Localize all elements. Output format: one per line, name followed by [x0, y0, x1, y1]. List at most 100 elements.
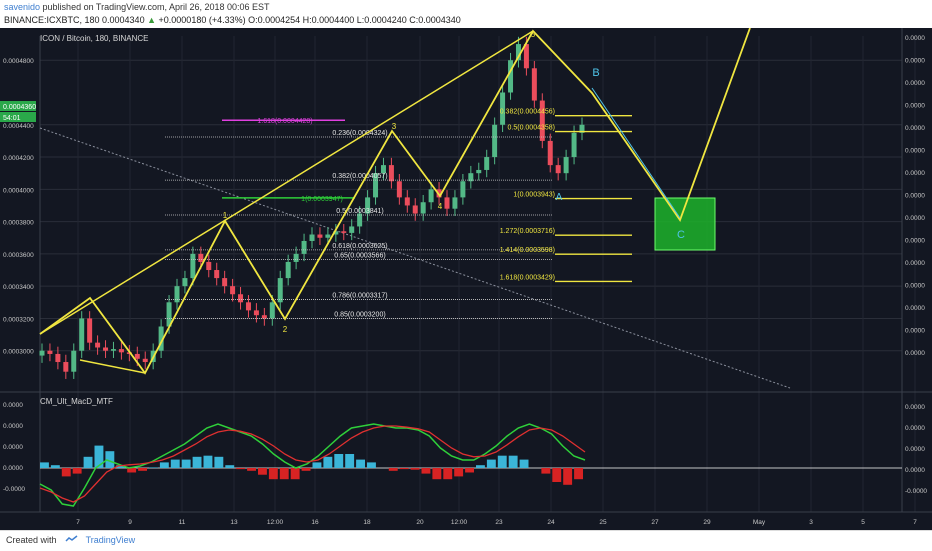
- wave-label: C: [677, 229, 685, 241]
- price-axis: 0.0004800 0.0004400 0.0004200 0.0004000 0.00…: [3, 36, 41, 512]
- candle-body: [579, 124, 585, 133]
- price-tick-label: 0.0004800: [3, 58, 34, 65]
- elliott-wave-pattern: [39, 28, 751, 375]
- macd-tick-label: 0.0000: [3, 444, 23, 451]
- fib-label: 0.786(0.0003317): [332, 293, 387, 300]
- price-tick-label: 0.0004200: [3, 155, 34, 162]
- candle-body: [531, 68, 537, 101]
- macd-histogram-bar: [519, 459, 529, 468]
- footer: Created with TradingView: [0, 530, 932, 551]
- publisher-username[interactable]: savenido: [4, 2, 41, 12]
- candle-body: [79, 318, 85, 351]
- candle-body: [404, 197, 410, 206]
- macd-histogram-bar: [290, 468, 300, 480]
- macd-histogram-bar: [410, 468, 420, 470]
- candle-body: [380, 165, 386, 174]
- candle-body: [158, 326, 164, 351]
- macd-histogram-bar: [388, 468, 398, 471]
- time-tick-label: 9: [128, 519, 132, 526]
- macd-histogram-bar: [301, 468, 311, 471]
- candle-body: [95, 342, 101, 348]
- candle-body: [63, 362, 69, 372]
- candle-body: [142, 358, 148, 363]
- time-tick-label: 7: [913, 519, 917, 526]
- candle-body: [515, 44, 521, 61]
- tradingview-link[interactable]: TradingView: [85, 535, 136, 545]
- macd-histogram-bar: [94, 445, 104, 468]
- macd-line: [39, 423, 586, 507]
- candle-body: [285, 261, 291, 279]
- time-tick-label: 13: [230, 519, 238, 526]
- right-tick-label: 0.0000: [905, 260, 925, 267]
- candle-body: [468, 173, 474, 182]
- macd-histogram-bar: [247, 468, 256, 471]
- candle-body: [293, 253, 299, 262]
- macd-histogram-bar: [236, 468, 246, 470]
- price-change: +0.0000180 (+4.33%): [158, 15, 246, 25]
- macd-histogram-bar: [356, 459, 365, 468]
- fib-levels: 0.236(0.0004324) 0.382(0.0004057) 0.5(0.00…: [165, 109, 632, 319]
- time-axis: 7 9 11 13 12:00 16 18 20 12:00 23 24 25 27 29 May 3 5 7: [76, 519, 917, 526]
- extension-label: 1.618(0.0003429): [500, 274, 555, 281]
- candle-body: [198, 253, 204, 262]
- right-tick-label: 0.0000: [905, 193, 925, 200]
- wedge-upper-trendline: [39, 30, 534, 335]
- macd-histogram-bar: [61, 468, 71, 477]
- macd-histogram-bar: [72, 468, 82, 474]
- candle-body: [245, 302, 251, 311]
- macd-right-tick-label: 0.0000: [905, 425, 925, 432]
- macd-histogram-bar: [149, 467, 158, 468]
- right-tick-label: 0.0000: [905, 80, 925, 87]
- wave-labels: 1 2 3 4 5 A B C: [223, 30, 685, 334]
- candle-body: [523, 44, 529, 69]
- candle-body: [174, 286, 180, 303]
- macd-histogram-bar: [563, 468, 573, 485]
- macd-histogram-bar: [432, 468, 442, 480]
- candle-body: [571, 132, 577, 158]
- wave-label: A: [556, 192, 563, 203]
- macd-axis: 0.0000 0.0000 0.0000 0.0000 -0.0000: [3, 402, 25, 493]
- candle-body: [166, 302, 172, 327]
- time-tick-label: 5: [861, 519, 865, 526]
- candle-body: [396, 181, 402, 198]
- candle-body: [547, 140, 553, 166]
- magenta-fib-label: 1.618(0.0004428): [257, 118, 312, 125]
- candle-body: [325, 234, 331, 238]
- macd-right-tick-label: 0.0000: [905, 446, 925, 453]
- chart-canvas[interactable]: 0.0004800 0.0004400 0.0004200 0.0004000 0.00…: [0, 28, 932, 530]
- extension-label: 0.382(0.0004456): [500, 109, 555, 116]
- macd-histogram-bar: [50, 465, 60, 468]
- symbol-ohlc-line: BINANCE:ICXBTC, 180 0.0004340 ▲ +0.00001…: [4, 15, 461, 25]
- candle-body: [484, 157, 490, 170]
- up-triangle-icon: ▲: [147, 15, 157, 25]
- macd-histogram-bar: [454, 468, 464, 477]
- price-flag: [0, 101, 36, 111]
- created-with-label: Created with: [6, 535, 57, 545]
- right-tick-label: 0.0000: [905, 170, 925, 177]
- wedge-lower-line: [79, 359, 146, 374]
- wave-label: 2: [283, 325, 288, 334]
- macd-secondary-axis: 0.0000 0.0000 0.0000 0.0000 -0.0000: [905, 404, 927, 495]
- wave-label: 1: [223, 211, 228, 220]
- price-tick-label: 0.0004400: [3, 123, 34, 130]
- candle-body: [230, 286, 236, 295]
- time-tick-label: 24: [547, 519, 555, 526]
- fib-label: 0.382(0.0004057): [332, 173, 387, 180]
- macd-histogram-bar: [127, 468, 137, 473]
- price-tick-label: 0.0003800: [3, 220, 34, 227]
- macd-histogram-bar: [334, 454, 344, 468]
- macd-histogram-bar: [40, 462, 49, 468]
- candle-body: [500, 92, 506, 125]
- macd-histogram-bar: [476, 465, 485, 468]
- right-tick-label: 0.0000: [905, 238, 925, 245]
- macd-tick-label: -0.0000: [3, 486, 25, 493]
- right-tick-label: 0.0000: [905, 328, 925, 335]
- macd-histogram-bar: [203, 455, 213, 468]
- right-tick-label: 0.0000: [905, 305, 925, 312]
- macd-histogram-bar: [116, 465, 126, 468]
- right-tick-label: 0.0000: [905, 283, 925, 290]
- macd-histogram-bar: [465, 468, 474, 473]
- candle-body: [238, 294, 244, 303]
- macd-histogram-bar: [367, 462, 376, 468]
- macd-histogram-bar: [443, 468, 453, 480]
